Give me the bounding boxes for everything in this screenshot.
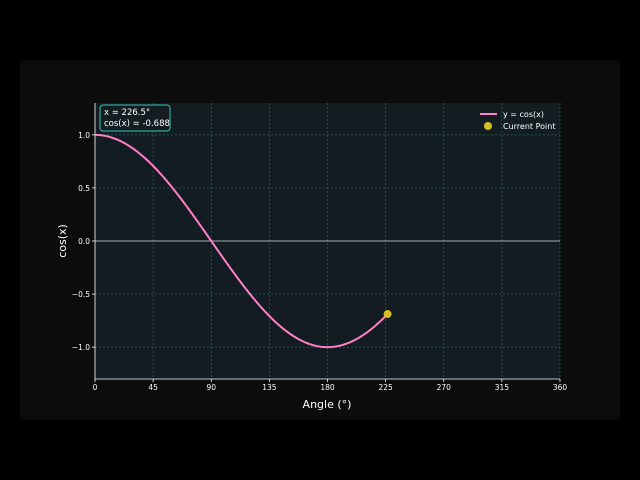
x-axis-label: Angle (°): [303, 398, 352, 411]
y-tick-label: 1.0: [78, 131, 90, 140]
y-tick-label: −0.5: [72, 290, 90, 299]
x-tick-label: 135: [262, 383, 277, 392]
legend-label-cos: y = cos(x): [503, 110, 544, 119]
legend: y = cos(x) Current Point: [480, 110, 555, 131]
y-tick-label: 0.0: [78, 237, 90, 246]
axes: [92, 103, 561, 382]
x-tick-label: 270: [437, 383, 452, 392]
x-tick-label: 180: [320, 383, 335, 392]
annotation-line-x: x = 226.5°: [104, 108, 150, 118]
annotation-line-y: cos(x) = -0.688: [104, 119, 170, 129]
legend-point-swatch: [484, 122, 492, 130]
x-tick-label: 315: [495, 383, 510, 392]
annotation-box: x = 226.5° cos(x) = -0.688: [99, 104, 171, 132]
x-tick-label: 225: [378, 383, 393, 392]
cos-curve: [94, 133, 389, 349]
x-tick-label: 90: [206, 383, 216, 392]
x-tick-label: 45: [148, 383, 158, 392]
y-tick-label: −1.0: [72, 343, 90, 352]
y-tick-label: 0.5: [78, 184, 90, 193]
x-tick-label: 360: [553, 383, 568, 392]
legend-label-point: Current Point: [503, 122, 555, 131]
tick-labels: 0 45 90 135 180 225 270 315 360 −1.0 −0.5 0.0 0.5 1.0: [72, 131, 568, 392]
current-point-marker: [383, 310, 392, 319]
y-axis-label: cos(x): [56, 224, 69, 258]
x-tick-label: 0: [93, 383, 98, 392]
